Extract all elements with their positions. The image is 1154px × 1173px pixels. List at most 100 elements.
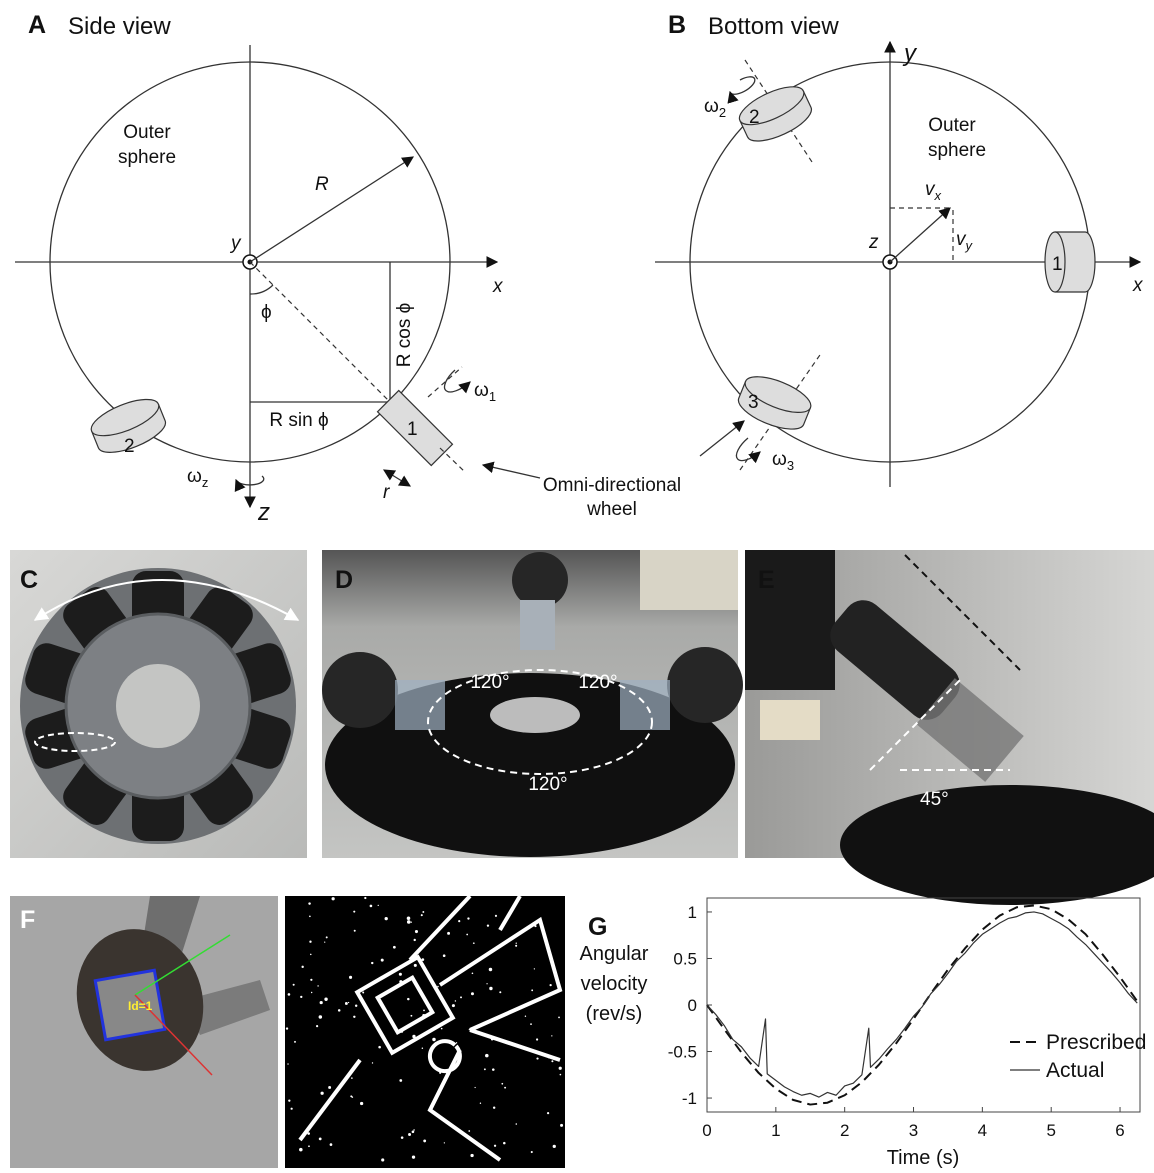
panel-letter: E — [758, 566, 775, 594]
callout-arrow — [483, 465, 540, 478]
speck — [437, 986, 439, 988]
angle-label: 120° — [578, 672, 617, 693]
speck — [393, 946, 396, 949]
speck — [308, 1145, 310, 1147]
speck — [356, 1062, 358, 1064]
speck — [410, 1015, 412, 1017]
speck — [378, 905, 379, 906]
speck — [399, 980, 402, 983]
y-axis-label: (rev/s) — [586, 1003, 643, 1025]
page: Figure {"panel_a": {"letter": "A", "titl… — [0, 0, 1154, 1173]
label: R — [315, 174, 329, 195]
speck — [534, 968, 535, 969]
subscript: x — [934, 188, 942, 203]
angle-arc — [250, 285, 273, 294]
speck — [560, 1124, 563, 1127]
speck — [531, 1151, 533, 1153]
speck — [330, 1143, 333, 1146]
panel-letter: D — [335, 566, 353, 594]
axis-label: y — [229, 233, 242, 254]
speck — [534, 925, 536, 927]
speck — [493, 1106, 495, 1108]
panel-f: Id=1 F — [10, 896, 565, 1168]
omega: ω3 — [772, 449, 794, 473]
radius-arrow — [250, 157, 413, 262]
wheel-label: 1 — [1052, 254, 1063, 275]
figure: A Side view Outer sphere y x z R ϕ R cos… — [0, 0, 1154, 1173]
wheel-axis — [428, 367, 462, 397]
speck — [353, 1016, 355, 1018]
speck — [501, 1083, 503, 1085]
wheel-label: 2 — [749, 107, 760, 128]
symbol: ω — [187, 466, 202, 487]
axis-label: x — [1132, 275, 1144, 296]
speck — [310, 954, 312, 956]
speck — [287, 1063, 288, 1064]
speck — [385, 917, 388, 920]
speck — [559, 1067, 562, 1070]
speck — [484, 1068, 486, 1070]
y-axis-label: Angular — [580, 943, 649, 965]
speck — [547, 1112, 549, 1114]
speck — [399, 1079, 402, 1082]
speck — [469, 1029, 470, 1030]
panel-letter: C — [20, 566, 38, 594]
symbol: ω — [704, 96, 719, 117]
speck — [288, 1100, 290, 1102]
speck — [407, 998, 409, 1000]
speck — [471, 992, 474, 995]
axis-label: y — [902, 40, 918, 67]
speck — [354, 930, 356, 932]
axis-label: z — [257, 499, 270, 526]
speck — [299, 1148, 303, 1152]
x-tick-label: 6 — [1115, 1121, 1124, 1140]
speck — [326, 936, 328, 938]
label: r — [383, 482, 390, 503]
label: R cos ϕ — [394, 303, 415, 368]
speck — [530, 1023, 532, 1025]
speck — [407, 920, 411, 924]
speck — [467, 917, 469, 919]
power-supply — [640, 550, 738, 610]
label: sphere — [928, 140, 986, 161]
speck — [458, 920, 460, 922]
speck — [353, 911, 355, 913]
speck — [480, 1103, 481, 1104]
wheel — [322, 652, 398, 728]
speck — [319, 1015, 322, 1018]
speck — [487, 925, 489, 927]
legend-label: Prescribed — [1046, 1031, 1146, 1054]
speck — [489, 968, 492, 971]
speck — [300, 996, 302, 998]
speck — [516, 943, 517, 944]
speck — [485, 1054, 489, 1058]
speck — [362, 992, 364, 994]
speck — [324, 942, 325, 943]
speck — [324, 998, 327, 1001]
rotation-arrow — [730, 77, 755, 94]
panel-d: 120° 120° 120° D — [322, 550, 743, 858]
speck — [288, 993, 291, 996]
speck — [400, 1030, 403, 1033]
speck — [412, 1035, 415, 1038]
speck — [319, 1138, 322, 1141]
speck — [475, 1087, 476, 1088]
speck — [350, 1095, 352, 1097]
speck — [486, 983, 487, 984]
velocity-arrow — [890, 208, 950, 262]
speck — [468, 1130, 470, 1132]
speck — [504, 1087, 506, 1089]
speck — [558, 1017, 560, 1019]
speck — [415, 930, 418, 933]
wheel-label: 3 — [748, 392, 759, 413]
rotation-arrow — [445, 370, 470, 392]
speck — [490, 1019, 493, 1022]
speck — [536, 1058, 538, 1060]
speck — [491, 1038, 493, 1040]
speck — [551, 1060, 553, 1062]
subscript: 3 — [787, 458, 794, 473]
label: Outer — [928, 115, 976, 136]
speck — [320, 1001, 323, 1004]
speck — [422, 1048, 423, 1049]
speck — [351, 1077, 353, 1079]
